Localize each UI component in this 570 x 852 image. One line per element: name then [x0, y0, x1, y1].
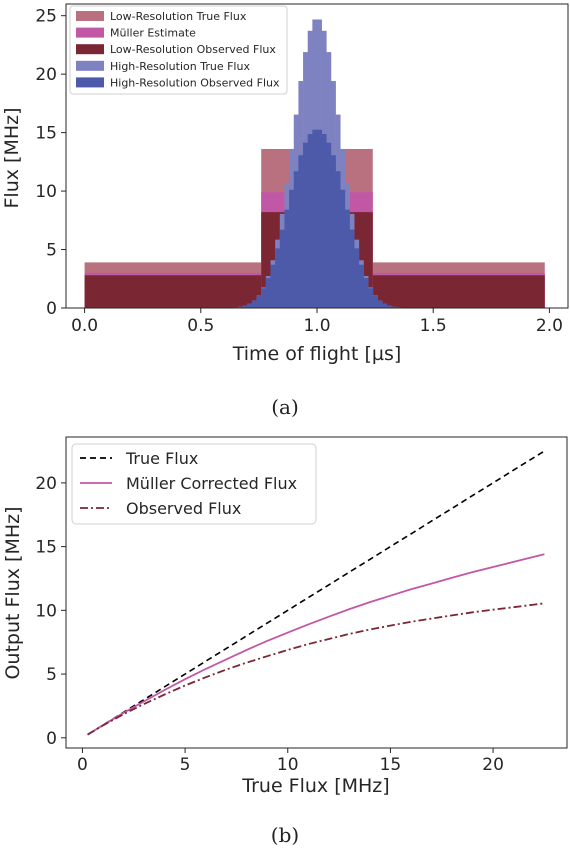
panel-a-axes — [61, 3, 569, 313]
series-4-bar — [261, 288, 267, 308]
panel-b-frame — [65, 436, 568, 749]
series-4-bar — [247, 303, 253, 308]
x-tick-label: 0.5 — [187, 316, 214, 336]
series-2-bar — [372, 275, 545, 308]
panel-a-chart: 0.0 0.5 1.0 1.5 2.0 0 5 10 15 20 25 Time of flight… — [1, 3, 569, 419]
series-4-bar — [354, 248, 360, 308]
series-4-bar — [298, 155, 304, 308]
series-4-bar — [293, 171, 299, 308]
panel-b-caption: (b) — [271, 823, 299, 847]
legend-swatch-1 — [76, 27, 104, 38]
series-4-bar — [242, 305, 248, 308]
legend-swatch-4 — [76, 77, 104, 88]
x-tick-label: 15 — [380, 755, 402, 775]
series-4-bar — [317, 129, 322, 308]
panel-a-caption: (a) — [271, 395, 299, 419]
series-4-bar — [270, 264, 276, 308]
x-tick-label: 20 — [482, 755, 504, 775]
series-4-bar — [340, 189, 346, 308]
series-4-bar — [265, 278, 271, 308]
x-tick-label: 10 — [277, 755, 299, 775]
series-4-bar — [363, 278, 369, 308]
y-tick-label: 0 — [46, 299, 57, 319]
series-4-bar — [372, 295, 378, 308]
series-4-bar — [335, 171, 341, 308]
series-4-bar — [391, 306, 397, 308]
legend-swatch-0 — [76, 11, 104, 21]
series-4-bar — [344, 209, 350, 308]
series-4-bar — [284, 209, 290, 308]
series-4-bar — [289, 189, 295, 308]
panel-a-legend: Low-Resolution True Flux Müller Estimate L… — [69, 5, 288, 95]
legend-label-4: High-Resolution Observed Flux — [110, 76, 280, 89]
legend-label-0: Low-Resolution True Flux — [110, 10, 247, 23]
panel-b-x-axis-label: True Flux [MHz] — [241, 775, 389, 797]
legend-swatch-2 — [76, 44, 104, 55]
series-2-bar — [84, 275, 262, 308]
y-tick-label: 15 — [35, 538, 57, 558]
series-4-bar — [326, 142, 332, 308]
y-tick-label: 10 — [35, 182, 57, 202]
series-4-bar — [312, 129, 318, 308]
panel-a-x-axis-label: Time of flight [µs] — [232, 343, 402, 365]
panel-b-chart: 0 5 10 15 20 0 5 10 15 20 True Flux [MHz] Output … — [2, 436, 568, 847]
x-tick-label: 1.5 — [420, 316, 447, 336]
series-4-bar — [251, 300, 257, 308]
x-tick-label: 5 — [180, 755, 191, 775]
panel-b-tick-labels: 0 5 10 15 20 0 5 10 15 20 — [35, 474, 504, 775]
legend-label-0: True Flux — [125, 449, 198, 468]
series-line-0 — [87, 450, 545, 736]
legend-swatch-3 — [76, 60, 104, 71]
series-4-bar — [358, 264, 364, 308]
legend-label-2: Low-Resolution Observed Flux — [110, 43, 276, 56]
series-4-bar — [349, 229, 355, 308]
series-4-bar — [368, 288, 374, 308]
series-4-bar — [386, 305, 392, 308]
series-4-bar — [330, 155, 336, 308]
y-tick-label: 10 — [35, 601, 57, 621]
series-4-bar — [377, 300, 383, 308]
y-tick-label: 20 — [35, 65, 57, 85]
x-tick-label: 0.0 — [71, 316, 98, 336]
legend-label-3: High-Resolution True Flux — [110, 60, 250, 73]
y-tick-label: 25 — [35, 7, 57, 27]
panel-b-y-axis-label: Output Flux [MHz] — [2, 506, 24, 679]
y-tick-label: 15 — [35, 124, 57, 144]
y-tick-label: 0 — [46, 729, 57, 749]
panel-b-legend: True Flux Müller Corrected Flux Observed F… — [71, 443, 317, 525]
legend-label-2: Observed Flux — [126, 499, 241, 518]
panel-a-tick-labels: 0.0 0.5 1.0 1.5 2.0 0 5 10 15 20 25 — [35, 7, 563, 336]
series-4-bar — [279, 229, 285, 308]
series-4-bar — [303, 142, 309, 308]
panel-a-histogram-bars — [84, 19, 545, 309]
series-line-2 — [87, 602, 545, 736]
series-4-bar — [275, 248, 281, 308]
legend-box — [71, 443, 317, 525]
legend-label-1: Müller Corrected Flux — [126, 474, 297, 493]
legend-label-1: Müller Estimate — [110, 27, 196, 40]
x-tick-label: 1.0 — [303, 316, 330, 336]
y-tick-label: 20 — [35, 474, 57, 494]
panel-a-y-axis-label: Flux [MHz] — [1, 107, 23, 208]
y-tick-label: 5 — [46, 241, 57, 261]
series-4-bar — [307, 134, 313, 308]
x-tick-label: 0 — [77, 755, 88, 775]
series-4-bars — [233, 129, 401, 308]
series-line-1 — [87, 553, 545, 736]
series-4-bar — [237, 306, 243, 308]
y-tick-label: 5 — [46, 665, 57, 685]
x-tick-label: 2.0 — [536, 316, 563, 336]
series-4-bar — [382, 303, 388, 308]
legend-box — [69, 5, 288, 95]
series-4-bar — [256, 295, 262, 308]
panel-b-series-lines — [87, 450, 545, 736]
series-4-bar — [321, 134, 327, 308]
panel-b-axes — [61, 436, 568, 753]
